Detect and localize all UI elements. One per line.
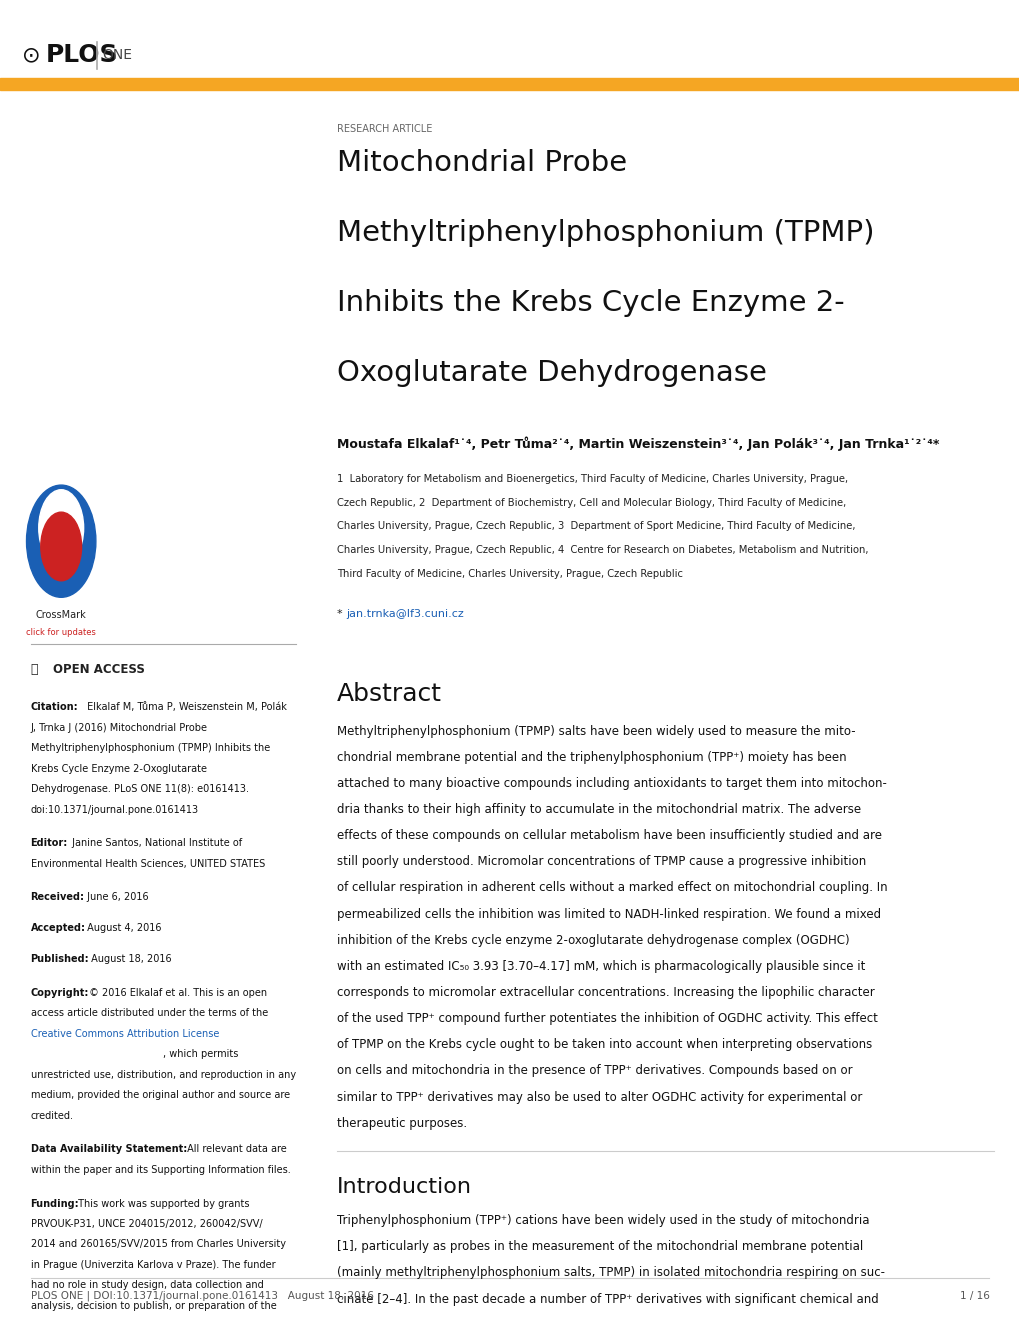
Text: access article distributed under the terms of the: access article distributed under the ter…: [31, 1008, 268, 1019]
Text: Environmental Health Sciences, UNITED STATES: Environmental Health Sciences, UNITED ST…: [31, 859, 265, 869]
Text: credited.: credited.: [31, 1111, 73, 1121]
Text: unrestricted use, distribution, and reproduction in any: unrestricted use, distribution, and repr…: [31, 1071, 296, 1080]
Text: therapeutic purposes.: therapeutic purposes.: [336, 1117, 467, 1130]
Text: chondrial membrane potential and the triphenylphosphonium (TPP⁺) moiety has been: chondrial membrane potential and the tri…: [336, 751, 846, 764]
Text: Copyright:: Copyright:: [31, 989, 89, 998]
Text: ⊙: ⊙: [22, 45, 41, 66]
Text: of cellular respiration in adherent cells without a marked effect on mitochondri: of cellular respiration in adherent cell…: [336, 882, 887, 895]
Text: doi:10.1371/journal.pone.0161413: doi:10.1371/journal.pone.0161413: [31, 805, 199, 814]
Text: [1], particularly as probes in the measurement of the mitochondrial membrane pot: [1], particularly as probes in the measu…: [336, 1241, 862, 1253]
Text: PLOS ONE | DOI:10.1371/journal.pone.0161413   August 18, 2016: PLOS ONE | DOI:10.1371/journal.pone.0161…: [31, 1291, 373, 1302]
Text: Creative Commons Attribution License: Creative Commons Attribution License: [31, 1030, 219, 1039]
Text: Methyltriphenylphosphonium (TPMP) Inhibits the: Methyltriphenylphosphonium (TPMP) Inhibi…: [31, 743, 270, 754]
Text: effects of these compounds on cellular metabolism have been insufficiently studi: effects of these compounds on cellular m…: [336, 829, 880, 842]
Text: Third Faculty of Medicine, Charles University, Prague, Czech Republic: Third Faculty of Medicine, Charles Unive…: [336, 569, 682, 579]
Text: in Prague (Univerzita Karlova v Praze). The funder: in Prague (Univerzita Karlova v Praze). …: [31, 1261, 275, 1270]
Text: , which permits: , which permits: [31, 1049, 106, 1060]
Text: Elkalaf M, Tůma P, Weiszenstein M, Polák: Elkalaf M, Tůma P, Weiszenstein M, Polák: [84, 702, 286, 713]
Text: analysis, decision to publish, or preparation of the: analysis, decision to publish, or prepar…: [31, 1302, 276, 1311]
Text: cinate [2–4]. In the past decade a number of TPP⁺ derivatives with significant c: cinate [2–4]. In the past decade a numbe…: [336, 1292, 877, 1305]
Text: Editor:: Editor:: [31, 838, 68, 849]
Text: © 2016 Elkalaf et al. This is an open: © 2016 Elkalaf et al. This is an open: [86, 989, 267, 998]
Text: PLOS: PLOS: [46, 44, 118, 67]
Text: Introduction: Introduction: [336, 1177, 471, 1197]
Text: Accepted:: Accepted:: [31, 924, 86, 933]
Text: dria thanks to their high affinity to accumulate in the mitochondrial matrix. Th: dria thanks to their high affinity to ac…: [336, 803, 860, 816]
Text: RESEARCH ARTICLE: RESEARCH ARTICLE: [336, 124, 432, 135]
Text: Inhibits the Krebs Cycle Enzyme 2-: Inhibits the Krebs Cycle Enzyme 2-: [336, 289, 844, 317]
Text: Moustafa Elkalaf¹˙⁴, Petr Tůma²˙⁴, Martin Weiszenstein³˙⁴, Jan Polák³˙⁴, Jan Trn: Moustafa Elkalaf¹˙⁴, Petr Tůma²˙⁴, Marti…: [336, 437, 938, 451]
Text: 1  Laboratory for Metabolism and Bioenergetics, Third Faculty of Medicine, Charl: 1 Laboratory for Metabolism and Bioenerg…: [336, 474, 847, 484]
Text: Methyltriphenylphosphonium (TPMP): Methyltriphenylphosphonium (TPMP): [336, 219, 873, 247]
Text: Data Availability Statement:: Data Availability Statement:: [31, 1144, 186, 1155]
Text: (mainly methyltriphenylphosphonium salts, TPMP) in isolated mitochondria respiri: (mainly methyltriphenylphosphonium salts…: [336, 1266, 883, 1279]
Text: medium, provided the original author and source are: medium, provided the original author and…: [31, 1090, 289, 1101]
Text: inhibition of the Krebs cycle enzyme 2-oxoglutarate dehydrogenase complex (OGDHC: inhibition of the Krebs cycle enzyme 2-o…: [336, 933, 849, 946]
Text: 1 / 16: 1 / 16: [959, 1291, 988, 1302]
Text: click for updates: click for updates: [26, 628, 96, 638]
Text: Creative Commons Attribution License: Creative Commons Attribution License: [31, 1030, 219, 1039]
Text: CrossMark: CrossMark: [36, 610, 87, 620]
Text: still poorly understood. Micromolar concentrations of TPMP cause a progressive i: still poorly understood. Micromolar conc…: [336, 855, 865, 869]
Text: , which permits: , which permits: [163, 1049, 237, 1060]
Text: Funding:: Funding:: [31, 1199, 79, 1209]
Text: with an estimated IC₅₀ 3.93 [3.70–4.17] mM, which is pharmacologically plausible: with an estimated IC₅₀ 3.93 [3.70–4.17] …: [336, 960, 864, 973]
Text: *: *: [336, 609, 345, 619]
Text: 2014 and 260165/SVV/2015 from Charles University: 2014 and 260165/SVV/2015 from Charles Un…: [31, 1239, 285, 1250]
Text: had no role in study design, data collection and: had no role in study design, data collec…: [31, 1280, 263, 1291]
Text: ONE: ONE: [102, 49, 131, 62]
Text: Methyltriphenylphosphonium (TPMP) salts have been widely used to measure the mit: Methyltriphenylphosphonium (TPMP) salts …: [336, 725, 854, 738]
Text: 🔓: 🔓: [31, 663, 38, 676]
Text: Charles University, Prague, Czech Republic, 4  Centre for Research on Diabetes, : Charles University, Prague, Czech Republ…: [336, 545, 867, 556]
Text: similar to TPP⁺ derivatives may also be used to alter OGDHC activity for experim: similar to TPP⁺ derivatives may also be …: [336, 1090, 861, 1104]
Text: Dehydrogenase. PLoS ONE 11(8): e0161413.: Dehydrogenase. PLoS ONE 11(8): e0161413.: [31, 784, 249, 795]
Text: unrestricted use, distribution, and reproduction in any: unrestricted use, distribution, and repr…: [31, 1071, 296, 1080]
Text: August 4, 2016: August 4, 2016: [84, 924, 161, 933]
Text: Published:: Published:: [31, 954, 89, 965]
Text: This work was supported by grants: This work was supported by grants: [75, 1199, 250, 1209]
Text: Czech Republic, 2  Department of Biochemistry, Cell and Molecular Biology, Third: Czech Republic, 2 Department of Biochemi…: [336, 498, 845, 508]
Text: Charles University, Prague, Czech Republic, 3  Department of Sport Medicine, Thi: Charles University, Prague, Czech Republ…: [336, 521, 854, 532]
Ellipse shape: [41, 512, 82, 581]
Text: credited.: credited.: [31, 1111, 73, 1121]
Text: Copyright:: Copyright:: [31, 989, 89, 998]
Text: August 18, 2016: August 18, 2016: [88, 954, 171, 965]
Text: Abstract: Abstract: [336, 682, 441, 706]
Text: medium, provided the original author and source are: medium, provided the original author and…: [31, 1090, 289, 1101]
Text: corresponds to micromolar extracellular concentrations. Increasing the lipophili: corresponds to micromolar extracellular …: [336, 986, 873, 999]
Text: access article distributed under the terms of the: access article distributed under the ter…: [31, 1008, 268, 1019]
Text: of the used TPP⁺ compound further potentiates the inhibition of OGDHC activity. : of the used TPP⁺ compound further potent…: [336, 1012, 876, 1026]
Bar: [25, 986, 331, 1134]
Text: of TPMP on the Krebs cycle ought to be taken into account when interpreting obse: of TPMP on the Krebs cycle ought to be t…: [336, 1039, 871, 1051]
Text: OPEN ACCESS: OPEN ACCESS: [53, 663, 145, 676]
Text: Citation:: Citation:: [31, 702, 78, 713]
Text: on cells and mitochondria in the presence of TPP⁺ derivatives. Compounds based o: on cells and mitochondria in the presenc…: [336, 1064, 852, 1077]
Text: Oxoglutarate Dehydrogenase: Oxoglutarate Dehydrogenase: [336, 359, 765, 387]
Text: June 6, 2016: June 6, 2016: [84, 892, 148, 903]
Text: permeabilized cells the inhibition was limited to NADH-linked respiration. We fo: permeabilized cells the inhibition was l…: [336, 908, 879, 920]
Text: within the paper and its Supporting Information files.: within the paper and its Supporting Info…: [31, 1166, 290, 1175]
Ellipse shape: [39, 490, 84, 566]
Text: PRVOUK-P31, UNCE 204015/2012, 260042/SVV/: PRVOUK-P31, UNCE 204015/2012, 260042/SVV…: [31, 1220, 262, 1229]
Text: Mitochondrial Probe: Mitochondrial Probe: [336, 149, 626, 177]
Text: All relevant data are: All relevant data are: [183, 1144, 286, 1155]
Text: Triphenylphosphonium (TPP⁺) cations have been widely used in the study of mitoch: Triphenylphosphonium (TPP⁺) cations have…: [336, 1214, 868, 1228]
Text: attached to many bioactive compounds including antioxidants to target them into : attached to many bioactive compounds inc…: [336, 777, 886, 789]
Text: J, Trnka J (2016) Mitochondrial Probe: J, Trnka J (2016) Mitochondrial Probe: [31, 723, 208, 733]
Bar: [0, 78, 1019, 90]
Text: jan.trnka@lf3.cuni.cz: jan.trnka@lf3.cuni.cz: [345, 609, 463, 619]
Text: © 2016 Elkalaf et al. This is an open: © 2016 Elkalaf et al. This is an open: [86, 989, 267, 998]
Text: Janine Santos, National Institute of: Janine Santos, National Institute of: [69, 838, 243, 849]
Ellipse shape: [26, 486, 96, 597]
Text: Received:: Received:: [31, 892, 85, 903]
Text: Krebs Cycle Enzyme 2-Oxoglutarate: Krebs Cycle Enzyme 2-Oxoglutarate: [31, 763, 207, 774]
